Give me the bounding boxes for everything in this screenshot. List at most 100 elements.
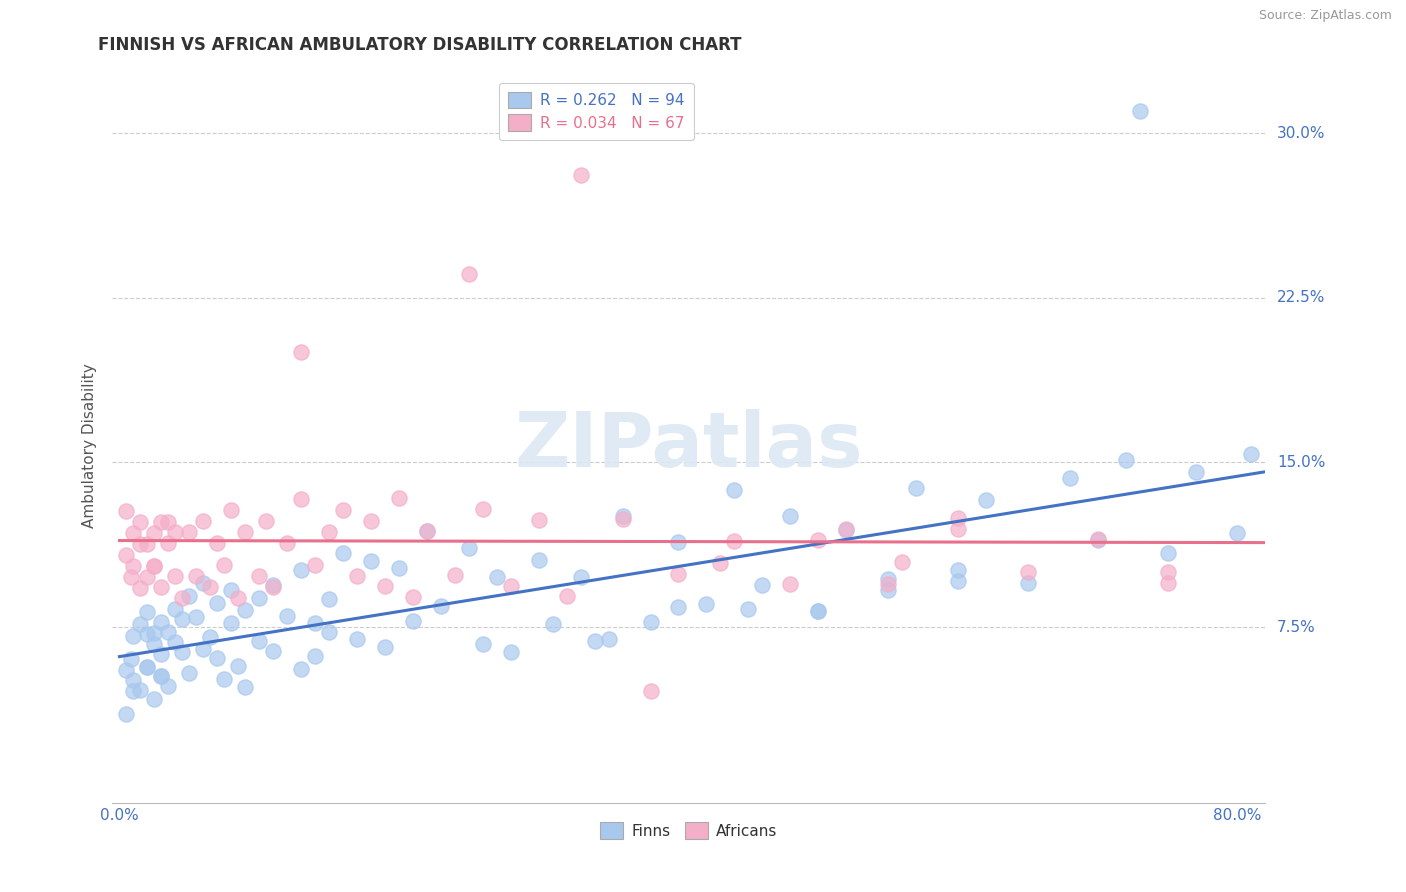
Point <box>165 601 187 615</box>
Point <box>1156 575 1178 590</box>
Point <box>143 692 166 706</box>
Point <box>444 568 467 582</box>
Point <box>207 651 229 665</box>
Point <box>115 663 138 677</box>
Point <box>157 624 180 639</box>
Point <box>143 637 166 651</box>
Text: 15.0%: 15.0% <box>1277 455 1326 470</box>
Point <box>709 556 731 570</box>
Point <box>374 640 396 654</box>
Point <box>143 558 166 573</box>
Point <box>695 597 717 611</box>
Point <box>214 558 236 573</box>
Point <box>129 515 152 529</box>
Point <box>360 514 382 528</box>
Point <box>1017 566 1039 580</box>
Point <box>485 570 508 584</box>
Point <box>150 669 173 683</box>
Point <box>318 524 340 539</box>
Point <box>214 672 236 686</box>
Point <box>193 514 215 528</box>
Point <box>247 591 270 605</box>
Point <box>122 629 145 643</box>
Point <box>122 673 145 688</box>
Point <box>946 522 969 536</box>
Point <box>115 548 138 562</box>
Point <box>165 525 187 540</box>
Point <box>290 344 312 359</box>
Point <box>122 684 145 698</box>
Point <box>1059 471 1081 485</box>
Point <box>891 555 914 569</box>
Point <box>807 533 830 548</box>
Point <box>974 493 997 508</box>
Point <box>290 491 312 506</box>
Point <box>471 502 494 516</box>
Point <box>779 508 801 523</box>
Point <box>1226 525 1249 540</box>
Point <box>179 665 201 680</box>
Point <box>254 514 277 528</box>
Point <box>1087 532 1109 546</box>
Point <box>402 591 425 605</box>
Point <box>193 641 215 656</box>
Point <box>165 634 187 648</box>
Point <box>172 591 194 606</box>
Point <box>374 579 396 593</box>
Point <box>1115 453 1137 467</box>
Point <box>186 610 208 624</box>
Point <box>388 491 411 506</box>
Point <box>157 536 180 550</box>
Point <box>262 577 284 591</box>
Point <box>136 606 159 620</box>
Point <box>136 536 159 550</box>
Point <box>120 569 142 583</box>
Point <box>207 596 229 610</box>
Point <box>290 662 312 676</box>
Point <box>416 524 439 539</box>
Point <box>402 614 425 628</box>
Point <box>499 645 522 659</box>
Point <box>122 558 145 573</box>
Point <box>430 599 453 614</box>
Point <box>1156 546 1178 560</box>
Point <box>143 558 166 573</box>
Point <box>332 502 354 516</box>
Point <box>193 576 215 591</box>
Point <box>946 510 969 524</box>
Point <box>136 660 159 674</box>
Point <box>583 633 606 648</box>
Point <box>1240 447 1263 461</box>
Point <box>150 615 173 629</box>
Text: 22.5%: 22.5% <box>1277 290 1326 305</box>
Point <box>219 616 242 631</box>
Point <box>807 604 830 618</box>
Point <box>115 706 138 721</box>
Point <box>233 525 256 540</box>
Point <box>1184 466 1206 480</box>
Point <box>388 561 411 575</box>
Point <box>129 536 152 550</box>
Point <box>640 615 662 629</box>
Point <box>835 522 858 536</box>
Text: 7.5%: 7.5% <box>1277 620 1316 634</box>
Point <box>541 617 564 632</box>
Text: FINNISH VS AFRICAN AMBULATORY DISABILITY CORRELATION CHART: FINNISH VS AFRICAN AMBULATORY DISABILITY… <box>98 36 742 54</box>
Point <box>219 583 242 598</box>
Point <box>569 168 592 182</box>
Point <box>157 515 180 529</box>
Point <box>122 525 145 540</box>
Point <box>226 591 249 605</box>
Point <box>779 577 801 591</box>
Point <box>668 567 690 582</box>
Point <box>598 632 620 646</box>
Point <box>179 589 201 603</box>
Point <box>612 509 634 524</box>
Point <box>143 626 166 640</box>
Point <box>332 546 354 560</box>
Point <box>555 590 578 604</box>
Point <box>471 638 494 652</box>
Point <box>527 513 550 527</box>
Point <box>233 680 256 694</box>
Point <box>346 632 368 647</box>
